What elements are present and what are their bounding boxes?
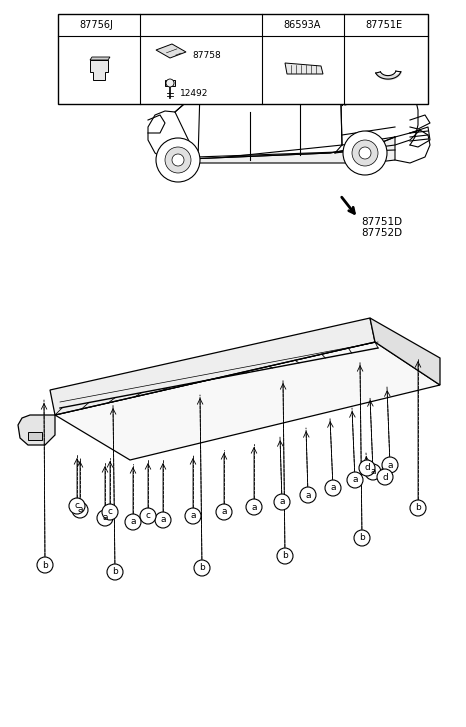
Text: b: b xyxy=(415,504,421,513)
Text: d: d xyxy=(382,473,388,481)
Circle shape xyxy=(410,500,426,516)
Circle shape xyxy=(262,56,266,60)
Circle shape xyxy=(325,480,341,496)
Circle shape xyxy=(365,464,381,480)
Text: 12492: 12492 xyxy=(180,89,208,97)
Text: 87751D: 87751D xyxy=(361,217,402,227)
Text: d: d xyxy=(351,20,357,30)
Circle shape xyxy=(300,487,316,503)
Circle shape xyxy=(274,494,290,510)
Text: a: a xyxy=(352,475,358,484)
Text: a: a xyxy=(370,467,376,476)
Text: a: a xyxy=(65,20,71,30)
Text: c: c xyxy=(269,20,274,30)
Text: a: a xyxy=(251,502,257,512)
Text: c: c xyxy=(75,502,80,510)
Text: b: b xyxy=(282,552,288,561)
Polygon shape xyxy=(165,137,395,163)
Circle shape xyxy=(246,499,262,515)
Polygon shape xyxy=(156,44,186,58)
Polygon shape xyxy=(28,432,42,440)
Circle shape xyxy=(354,530,370,546)
Bar xyxy=(58,14,428,104)
Text: a: a xyxy=(387,460,393,470)
Text: b: b xyxy=(147,20,153,30)
Text: 87752D: 87752D xyxy=(361,228,402,238)
Circle shape xyxy=(172,154,184,166)
Circle shape xyxy=(61,18,75,32)
Text: c: c xyxy=(145,512,151,521)
Circle shape xyxy=(265,18,279,32)
Text: b: b xyxy=(199,563,205,572)
Text: b: b xyxy=(42,561,48,569)
Circle shape xyxy=(194,560,210,576)
Polygon shape xyxy=(285,63,323,74)
Text: b: b xyxy=(359,534,365,542)
Circle shape xyxy=(216,504,232,520)
Text: a: a xyxy=(279,497,285,507)
Circle shape xyxy=(156,138,200,182)
Text: c: c xyxy=(108,507,112,516)
Circle shape xyxy=(69,498,85,514)
Circle shape xyxy=(382,457,398,473)
Text: a: a xyxy=(102,513,108,523)
Text: a: a xyxy=(221,507,227,516)
Polygon shape xyxy=(165,80,175,86)
Circle shape xyxy=(359,147,371,159)
Polygon shape xyxy=(18,415,55,445)
Circle shape xyxy=(347,472,363,488)
Text: a: a xyxy=(77,505,83,515)
Polygon shape xyxy=(175,63,342,160)
Circle shape xyxy=(97,510,113,526)
Circle shape xyxy=(143,18,157,32)
Text: b: b xyxy=(112,568,118,577)
Polygon shape xyxy=(50,318,375,415)
Polygon shape xyxy=(370,318,440,385)
Text: a: a xyxy=(330,483,336,492)
Circle shape xyxy=(102,504,118,520)
Text: 87756J: 87756J xyxy=(79,20,113,30)
Polygon shape xyxy=(90,57,110,60)
Circle shape xyxy=(277,548,293,564)
Circle shape xyxy=(155,512,171,528)
Circle shape xyxy=(107,564,123,580)
Circle shape xyxy=(185,508,201,524)
Circle shape xyxy=(352,140,378,166)
Circle shape xyxy=(125,514,141,530)
Circle shape xyxy=(37,557,53,573)
Circle shape xyxy=(166,79,174,87)
Circle shape xyxy=(343,131,387,175)
Text: 87758: 87758 xyxy=(192,52,221,60)
Circle shape xyxy=(72,502,88,518)
Polygon shape xyxy=(90,60,108,80)
Text: 86593A: 86593A xyxy=(283,20,321,30)
Circle shape xyxy=(347,18,361,32)
Circle shape xyxy=(165,147,191,173)
Text: a: a xyxy=(130,518,136,526)
Circle shape xyxy=(377,469,393,485)
Polygon shape xyxy=(55,342,440,460)
Text: a: a xyxy=(190,512,196,521)
Text: a: a xyxy=(305,491,311,499)
Text: a: a xyxy=(160,515,166,524)
Text: 87751E: 87751E xyxy=(365,20,402,30)
Text: d: d xyxy=(364,464,370,473)
Circle shape xyxy=(140,508,156,524)
Circle shape xyxy=(359,460,375,476)
